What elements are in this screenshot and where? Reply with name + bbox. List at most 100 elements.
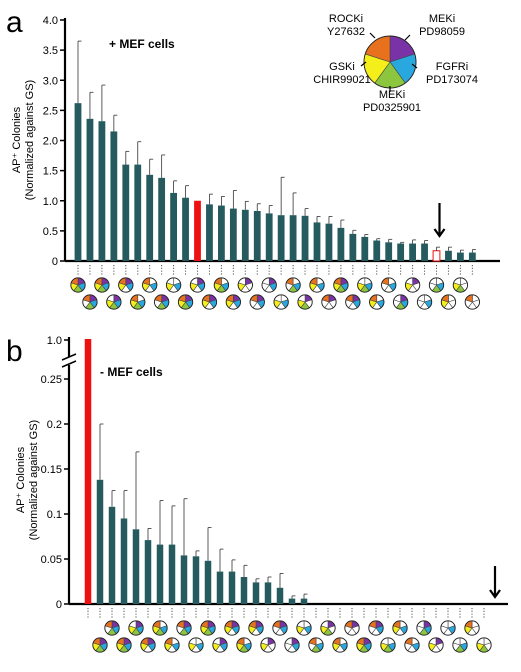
a-condition-pie-icon-outline	[165, 277, 182, 293]
a-bar	[194, 200, 201, 261]
a-bar	[170, 192, 177, 261]
b-condition-pie-icon	[404, 637, 420, 653]
legend-rocki-compound: Y27632	[327, 26, 365, 38]
b-condition-pie-icon-outline	[212, 637, 228, 653]
legend-meki-2-compound: PD0325901	[363, 102, 421, 114]
a-condition-pie-icon	[333, 277, 349, 293]
b-y-tick-label: 0.25	[41, 374, 62, 386]
panel-b-ylabel-main: AP⁺ Colonies	[15, 446, 27, 513]
a-condition-pie-icon	[130, 294, 146, 310]
a-bar	[218, 205, 225, 261]
b-condition-pie-icon	[200, 620, 216, 636]
b-condition-pie-icon	[368, 620, 384, 636]
a-bar	[289, 215, 297, 261]
b-bar	[288, 598, 296, 604]
a-condition-pie-icon	[118, 277, 134, 293]
a-bar	[241, 209, 249, 261]
panel-b-annotation: - MEF cells	[100, 365, 163, 379]
b-bar	[192, 556, 200, 604]
b-condition-pie-icon	[284, 637, 300, 653]
b-condition-pie-icon-outline	[248, 620, 264, 636]
b-condition-pie-icon-outline	[356, 637, 372, 653]
panel-a-label: a	[6, 6, 23, 39]
a-condition-pie-icon-outline	[452, 277, 469, 293]
inhibitor-legend: ROCKi Y27632 MEKi PD98059 FGFRi PD173074…	[313, 13, 478, 114]
a-condition-pie-icon	[177, 294, 194, 310]
a-condition-pie-icon	[249, 294, 265, 310]
b-condition-pie-icon	[320, 620, 336, 636]
b-condition-pie-icon	[164, 637, 180, 653]
b-condition-pie-icon	[188, 637, 204, 653]
b-bar	[156, 544, 164, 604]
a-bar	[229, 208, 237, 261]
b-condition-pie-icon-outline	[392, 620, 408, 636]
panel-a-arrow-icon	[433, 203, 446, 238]
a-condition-pie-icon	[70, 277, 86, 293]
panel-b-bars	[84, 339, 308, 604]
legend-fgfri: FGFRi	[436, 61, 468, 73]
a-y-tick-label: 1.0	[43, 196, 58, 208]
a-condition-pie-icon-outline	[189, 277, 206, 293]
a-bar	[253, 210, 261, 261]
a-condition-pie-icon-outline	[130, 294, 146, 310]
a-condition-pie-icon-outline	[345, 294, 361, 310]
a-bar	[457, 252, 464, 261]
b-condition-pie-icon-outline	[116, 637, 132, 653]
panel-a-ylabel-main: AP⁺ Colonies	[11, 106, 23, 173]
b-condition-pie-icon	[380, 637, 396, 653]
b-condition-pie-icon-outline	[380, 637, 396, 653]
b-y-tick-label: 0.05	[41, 554, 62, 566]
a-condition-pie-icon	[261, 277, 277, 293]
b-condition-pie-icon	[344, 620, 360, 636]
b-condition-pie-icon	[236, 637, 252, 653]
b-condition-pie-icon-outline	[344, 620, 360, 636]
b-condition-pie-icon	[440, 620, 456, 636]
b-bar	[240, 577, 248, 604]
b-condition-pie-icon-outline	[224, 620, 240, 636]
b-bar	[168, 544, 176, 604]
a-condition-pie-icon	[297, 294, 313, 310]
a-condition-pie-icon-outline	[369, 294, 385, 310]
a-condition-pie-icon	[357, 277, 373, 293]
b-condition-pie-icon	[416, 620, 432, 636]
b-bar	[132, 529, 140, 604]
b-condition-pie-icon	[476, 637, 492, 653]
b-condition-pie-icon	[428, 637, 444, 653]
b-bar	[252, 582, 260, 604]
b-bar	[108, 506, 116, 604]
b-axis-break-mark	[61, 360, 77, 368]
b-bar	[300, 598, 308, 604]
a-condition-pie-icon-outline	[273, 294, 289, 310]
b-condition-pie-icon-outline	[128, 620, 144, 636]
a-condition-pie-icon-outline	[464, 294, 480, 310]
a-condition-pie-icon	[225, 294, 242, 310]
panel-b: b - MEF cells AP⁺ Colonies (Normalized a…	[6, 335, 508, 653]
b-condition-pie-icon	[308, 637, 324, 653]
b-condition-pie-icon	[452, 637, 468, 653]
a-bar	[86, 118, 94, 261]
a-condition-pie-icon	[153, 294, 170, 310]
a-condition-pie-icon-outline	[70, 277, 86, 293]
panel-a-ylabel-sub: (Normalized against GS)	[24, 80, 36, 200]
panel-a-ylabel: AP⁺ Colonies (Normalized against GS)	[11, 80, 36, 200]
a-condition-pie-icon-outline	[237, 277, 253, 293]
a-condition-pie-icon-outline	[261, 277, 277, 293]
a-condition-pie-icon	[273, 294, 289, 310]
a-condition-pie-icon	[165, 277, 182, 293]
b-condition-pie-icon-outline	[260, 637, 276, 653]
a-bar	[385, 242, 393, 261]
legend-pie	[363, 35, 417, 89]
a-bar	[158, 177, 166, 261]
b-condition-pie-icon	[272, 620, 288, 636]
a-condition-pie-icon-outline	[82, 294, 98, 310]
b-condition-pie-icon	[332, 637, 348, 653]
b-condition-pie-icon-outline	[104, 620, 120, 636]
a-condition-pie-icon-outline	[321, 294, 337, 310]
b-condition-pie-icon-outline	[428, 637, 444, 653]
b-condition-pie-icon	[104, 620, 120, 636]
panel-a-bars	[74, 40, 476, 262]
b-condition-pie-icon-outline	[476, 637, 492, 653]
a-condition-pie-icon	[440, 294, 457, 310]
b-y-tick-label: 0.1	[47, 509, 62, 521]
